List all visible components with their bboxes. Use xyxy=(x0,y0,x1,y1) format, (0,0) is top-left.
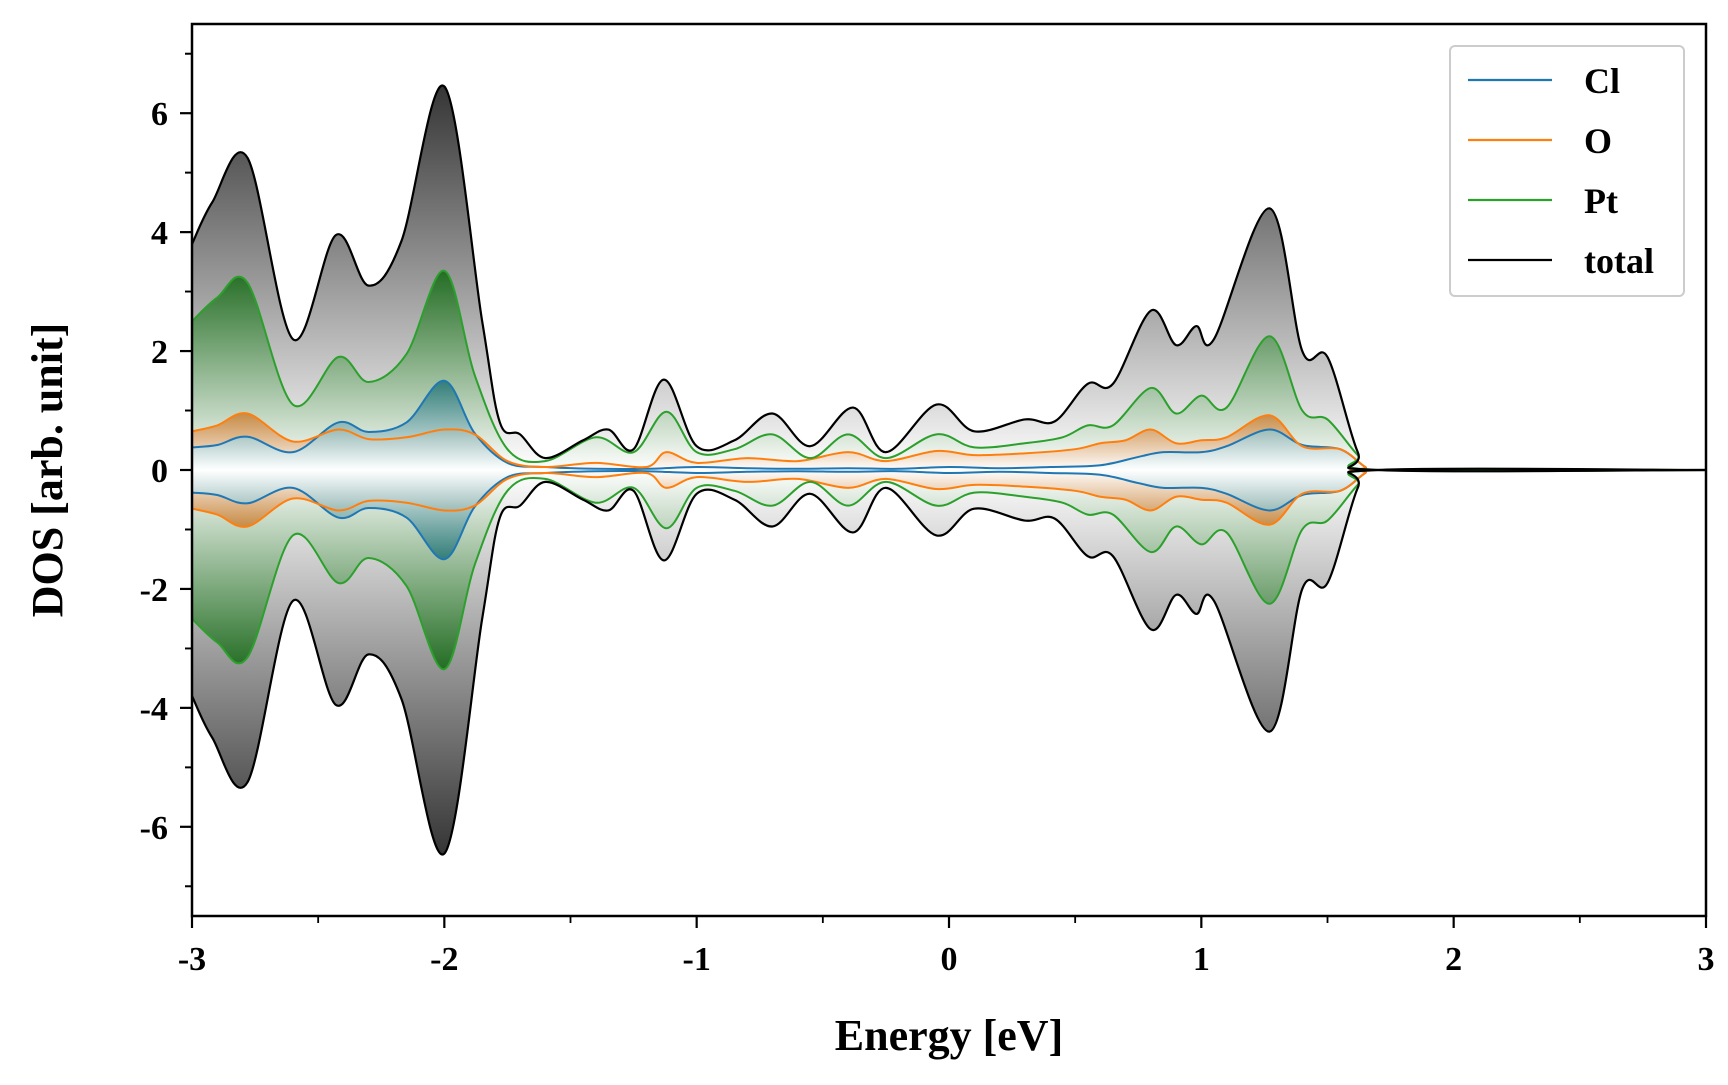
y-axis-title: DOS [arb. unit] xyxy=(23,323,72,618)
y-tick-label: -6 xyxy=(140,810,168,847)
legend-label-cl: Cl xyxy=(1584,61,1620,101)
line-pt-up xyxy=(192,269,1706,473)
legend-label-pt: Pt xyxy=(1584,181,1618,221)
fill-cl xyxy=(192,380,1706,560)
line-total-down xyxy=(192,467,1706,856)
x-tick-label: 0 xyxy=(941,941,958,978)
x-tick-label: -3 xyxy=(178,941,206,978)
x-tick-label: 3 xyxy=(1698,941,1715,978)
line-cl-down xyxy=(192,468,1706,561)
legend-label-o: O xyxy=(1584,121,1612,161)
x-tick-label: 1 xyxy=(1193,941,1210,978)
line-cl-up xyxy=(192,379,1706,472)
y-tick-label: -2 xyxy=(140,572,168,609)
x-axis-title: Energy [eV] xyxy=(835,1011,1064,1060)
y-tick-label: 2 xyxy=(151,334,168,371)
x-tick-label: 2 xyxy=(1445,941,1462,978)
y-tick-label: 6 xyxy=(151,96,168,133)
line-total-up xyxy=(192,84,1706,473)
line-pt-down xyxy=(192,467,1706,671)
legend-label-total: total xyxy=(1584,241,1654,281)
axis-ticks: -3 -2 -1 0 1 2 3 -6 -4 -2 0 2 4 6 xyxy=(140,52,1715,978)
line-o-down xyxy=(192,468,1706,528)
area-fills xyxy=(192,85,1706,855)
legend: Cl O Pt total xyxy=(1449,45,1685,297)
series-lines xyxy=(192,84,1706,856)
x-tick-label: -1 xyxy=(683,941,711,978)
y-tick-label: 0 xyxy=(151,453,168,490)
line-o-up xyxy=(192,412,1706,472)
legend-box xyxy=(1449,45,1685,297)
y-tick-label: -4 xyxy=(140,691,168,728)
x-tick-label: -2 xyxy=(430,941,458,978)
y-tick-label: 4 xyxy=(151,215,168,252)
